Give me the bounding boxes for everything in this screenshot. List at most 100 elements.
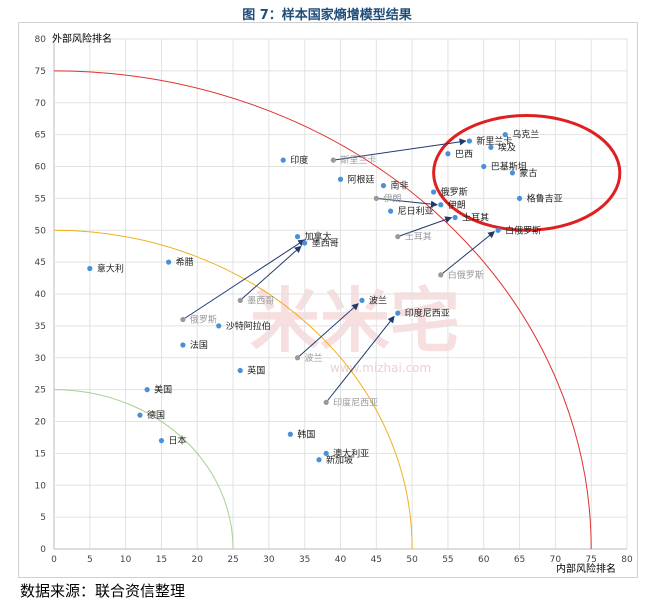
data-point [380, 183, 387, 189]
y-axis-label: 外部风险排名 [52, 32, 112, 45]
risk-ring [53, 70, 592, 550]
data-point [488, 144, 494, 150]
point-label: 土耳其 [462, 212, 489, 224]
chart-frame [18, 22, 638, 578]
point-label: 新里兰卡 [476, 135, 512, 147]
point-label: 加拿大 [305, 231, 332, 243]
chart-title: 图 7：样本国家熵增模型结果 [242, 8, 412, 23]
point-label: 印度尼西亚 [333, 396, 378, 408]
point-label: 德国 [147, 409, 165, 421]
x-tick-label: 15 [156, 555, 167, 565]
x-tick-label: 75 [585, 555, 596, 565]
data-point [438, 202, 444, 208]
x-tick-label: 35 [299, 555, 310, 565]
data-point [294, 234, 301, 240]
data-point [280, 157, 286, 163]
x-tick-label: 80 [621, 555, 633, 565]
y-tick-label: 0 [40, 545, 46, 555]
data-point-previous [237, 297, 243, 303]
x-tick-label: 50 [406, 555, 418, 565]
change-arrow [376, 197, 438, 208]
y-tick-label: 15 [35, 449, 46, 459]
data-point [137, 412, 143, 418]
data-point [87, 265, 93, 272]
point-label: 南非 [390, 180, 408, 192]
point-label: 法国 [190, 339, 208, 351]
grid [53, 38, 628, 550]
change-arrow [239, 245, 302, 301]
y-tick-label: 25 [35, 386, 46, 396]
watermark-url: www.mizhai.com [330, 361, 431, 375]
point-label: 伊朗 [448, 199, 466, 211]
y-tick-label: 60 [35, 163, 47, 173]
y-tick-label: 55 [35, 194, 46, 204]
data-point-previous [294, 355, 301, 361]
data-point [323, 450, 329, 456]
data-point [395, 310, 401, 316]
data-point-previous [395, 234, 401, 240]
data-point [316, 457, 322, 463]
point-label: 新加坡 [326, 454, 353, 466]
data-point-previous [330, 157, 336, 163]
x-tick-label: 30 [263, 555, 275, 565]
data-point [158, 438, 165, 444]
data-point [287, 431, 293, 437]
risk-ring [53, 389, 234, 550]
point-label: 沙特阿拉伯 [226, 320, 271, 332]
data-point [516, 195, 523, 201]
point-label: 巴基斯坦 [491, 161, 527, 173]
arrows [182, 138, 496, 403]
point-label: 白俄罗斯 [448, 269, 484, 281]
data-point [216, 323, 222, 329]
point-label: 格鲁吉亚 [527, 192, 563, 204]
change-arrow [397, 216, 453, 238]
y-tick-label: 35 [35, 322, 46, 332]
risk-ring [53, 229, 413, 550]
data-point-previous [180, 316, 186, 323]
change-arrow [333, 138, 467, 161]
point-label: 斯里兰卡 [340, 154, 376, 166]
data-point-previous [373, 195, 379, 201]
point-label: 印度 [290, 154, 308, 166]
data-point [388, 208, 394, 214]
data-point [502, 132, 508, 138]
y-tick-label: 65 [35, 131, 46, 141]
x-tick-label: 45 [371, 555, 382, 565]
x-tick-label: 0 [51, 555, 57, 565]
x-tick-label: 55 [442, 555, 453, 565]
point-label: 韩国 [297, 428, 315, 440]
y-tick-label: 70 [35, 99, 47, 109]
point-label: 墨西哥 [247, 295, 274, 306]
y-tick-label: 20 [35, 418, 47, 428]
change-arrow [182, 239, 306, 320]
data-point [431, 189, 437, 195]
point-label: 土耳其 [405, 231, 432, 243]
point-label: 阿根廷 [348, 173, 375, 185]
point-label: 意大利 [97, 263, 124, 275]
highlight-ellipse [432, 114, 622, 232]
y-tick-label: 30 [35, 354, 47, 364]
point-label: 印度尼西亚 [405, 307, 450, 319]
source-note: 数据来源：联合资信整理 [20, 582, 186, 600]
point-label: 美国 [154, 384, 172, 396]
y-tick-label: 45 [35, 258, 46, 268]
data-point [495, 227, 501, 233]
data-point [337, 176, 344, 182]
point-label: 澳大利亚 [333, 447, 369, 459]
point-label: 希腊 [176, 256, 194, 268]
point-label: 墨西哥 [312, 238, 339, 249]
x-tick-label: 60 [478, 555, 490, 565]
x-tick-label: 10 [120, 555, 132, 565]
data-point [144, 387, 150, 393]
point-label: 英国 [247, 365, 265, 377]
point-label: 白俄罗斯 [505, 224, 541, 236]
point-label: 蒙古 [519, 167, 537, 179]
data-point [466, 138, 473, 144]
data-point [509, 170, 515, 176]
data-point [166, 259, 172, 265]
x-tick-label: 70 [550, 555, 562, 565]
point-label: 波兰 [369, 294, 387, 306]
point-label: 俄罗斯 [190, 314, 217, 326]
